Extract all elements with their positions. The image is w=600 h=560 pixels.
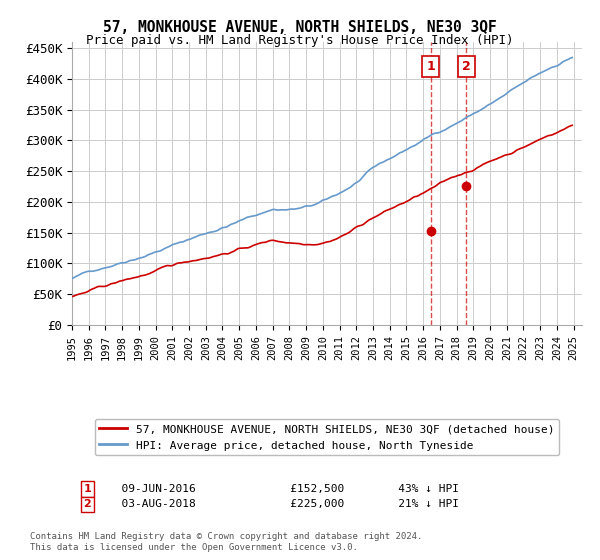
Text: 2: 2 <box>83 500 91 510</box>
Text: Contains HM Land Registry data © Crown copyright and database right 2024.
This d: Contains HM Land Registry data © Crown c… <box>30 532 422 552</box>
Legend: 57, MONKHOUSE AVENUE, NORTH SHIELDS, NE30 3QF (detached house), HPI: Average pri: 57, MONKHOUSE AVENUE, NORTH SHIELDS, NE3… <box>95 419 559 455</box>
Text: 1: 1 <box>426 60 435 73</box>
Text: 57, MONKHOUSE AVENUE, NORTH SHIELDS, NE30 3QF: 57, MONKHOUSE AVENUE, NORTH SHIELDS, NE3… <box>103 20 497 35</box>
Text: Price paid vs. HM Land Registry's House Price Index (HPI): Price paid vs. HM Land Registry's House … <box>86 34 514 46</box>
Text: 1: 1 <box>83 484 91 494</box>
Text: 03-AUG-2018              £225,000        21% ↓ HPI: 03-AUG-2018 £225,000 21% ↓ HPI <box>108 500 459 510</box>
Text: 2: 2 <box>462 60 471 73</box>
Text: 09-JUN-2016              £152,500        43% ↓ HPI: 09-JUN-2016 £152,500 43% ↓ HPI <box>108 484 459 494</box>
